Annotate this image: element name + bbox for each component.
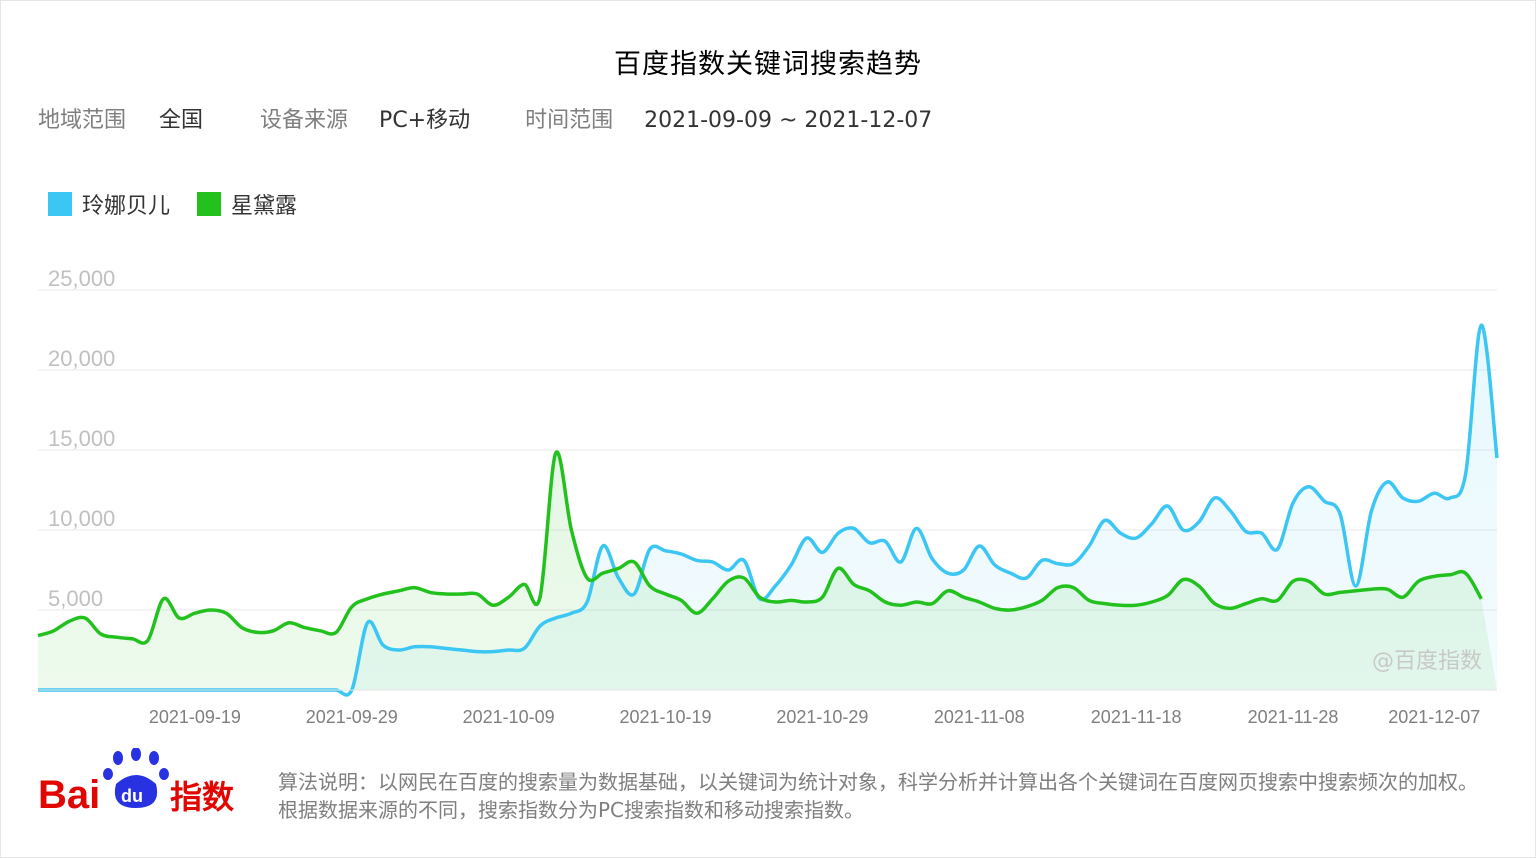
x-tick-label: 2021-09-29 (306, 707, 398, 727)
svg-text:指数: 指数 (170, 778, 235, 816)
region-label: 地域范围 (38, 108, 127, 133)
x-tick-label: 2021-11-18 (1091, 707, 1182, 727)
legend-swatch-series2 (197, 192, 222, 216)
region-value[interactable]: 全国 (159, 108, 204, 133)
x-tick-label: 2021-11-28 (1248, 707, 1339, 727)
device-label: 设备来源 (260, 108, 349, 133)
watermark: @百度指数 (1372, 649, 1482, 674)
x-tick-label: 2021-10-09 (463, 707, 555, 727)
legend-item-series1[interactable]: 玲娜贝儿 (48, 188, 170, 220)
line-series2 (37, 450, 1483, 645)
legend-label-series2: 星黛露 (231, 194, 298, 219)
time-range-value[interactable]: 2021-09-09 ~ 2021-12-07 (644, 108, 933, 133)
y-tick-label: 25,000 (48, 266, 115, 291)
y-tick-label: 5,000 (48, 586, 103, 611)
x-tick-label: 2021-10-29 (776, 707, 868, 727)
device-value[interactable]: PC+移动 (379, 108, 471, 133)
area-series2 (38, 451, 1497, 690)
x-tick-label: 2021-10-19 (619, 707, 711, 727)
y-tick-label: 15,000 (48, 426, 115, 451)
y-tick-label: 10,000 (48, 506, 115, 531)
area-series1 (38, 325, 1497, 695)
x-tick-label: 2021-12-07 (1388, 707, 1480, 727)
chart-title: 百度指数关键词搜索趋势 (614, 49, 922, 80)
svg-text:Bai: Bai (38, 773, 100, 817)
filter-bar: 地域范围 全国 设备来源 PC+移动 时间范围 2021-09-09 ~ 202… (38, 102, 932, 134)
svg-text:du: du (121, 786, 143, 806)
legend-item-series2[interactable]: 星黛露 (197, 188, 297, 220)
time-label: 时间范围 (525, 108, 614, 133)
legend: 玲娜贝儿 星黛露 (48, 188, 317, 222)
y-tick-label: 20,000 (48, 346, 115, 371)
x-tick-label: 2021-09-19 (149, 707, 241, 727)
trend-chart: 25,000 20,000 15,000 10,000 5,000 2021-09-19 2… (37, 266, 1499, 727)
algorithm-description: 算法说明：以网民在百度的搜索量为数据基础，以关键词为统计对象，科学分析并计算出各… (278, 770, 1478, 822)
baidu-index-logo: Bai du 指数 (38, 748, 235, 817)
legend-swatch-series1 (48, 192, 72, 216)
x-tick-label: 2021-11-08 (934, 707, 1025, 727)
legend-label-series1: 玲娜贝儿 (82, 194, 171, 219)
